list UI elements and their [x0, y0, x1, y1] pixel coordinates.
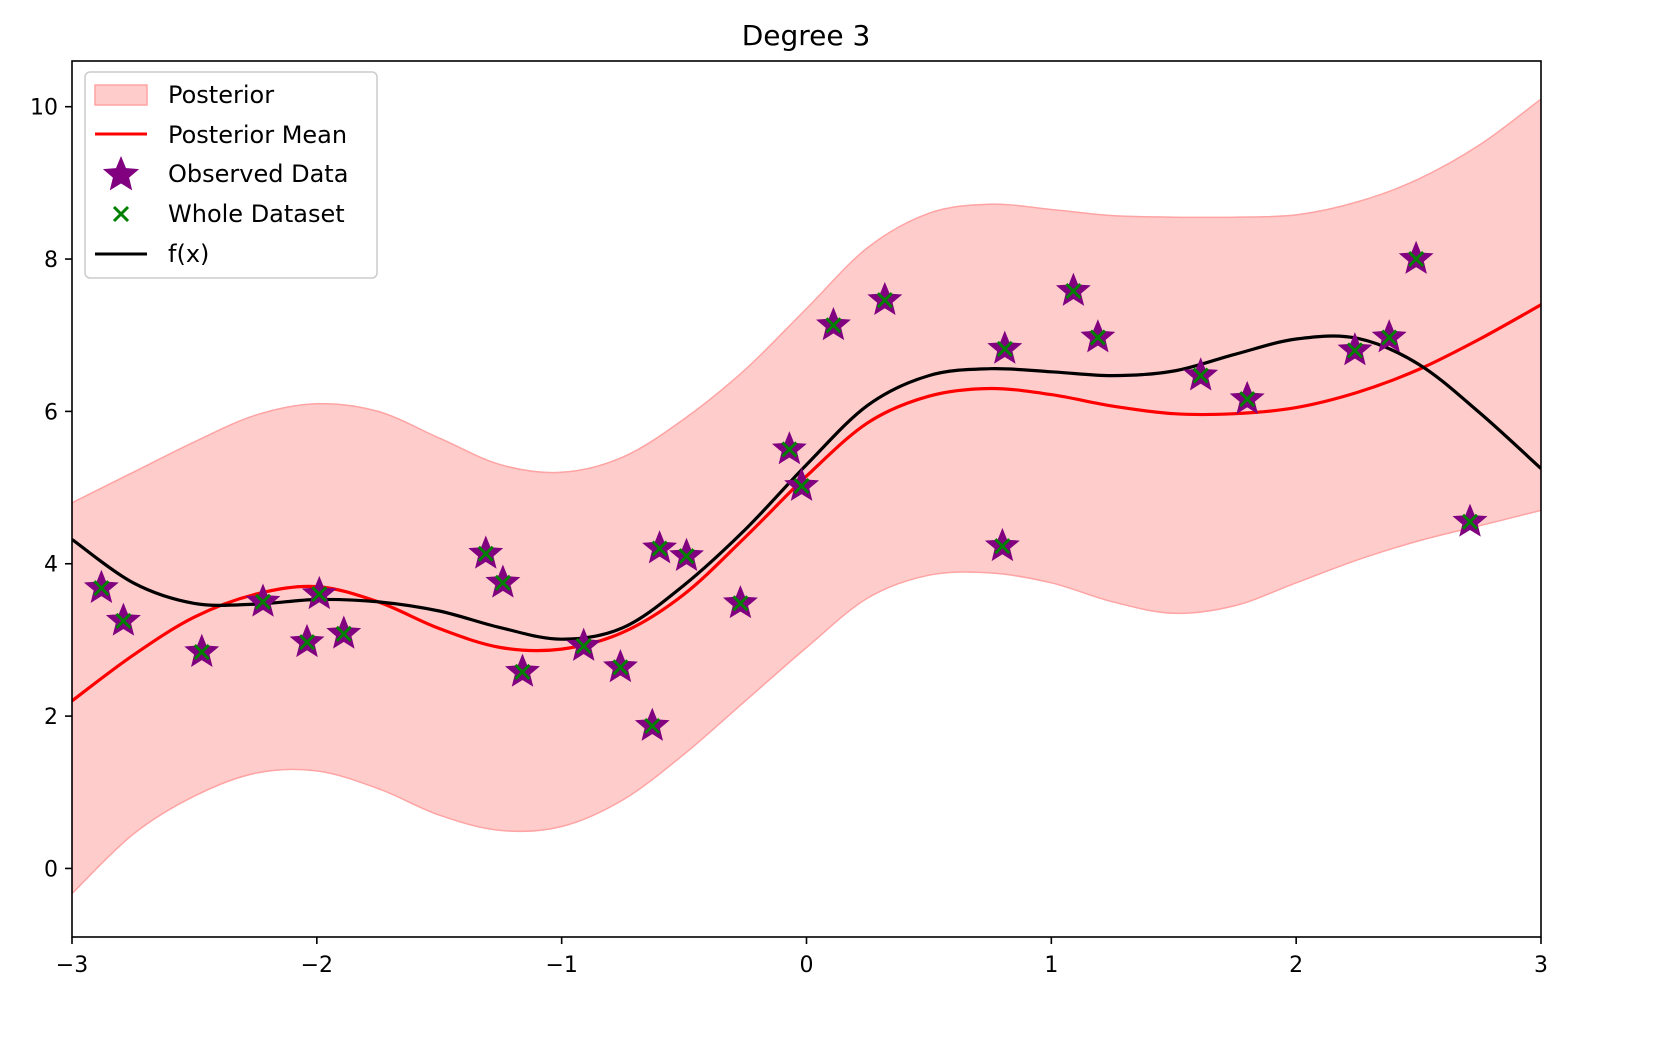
- whole-dataset-point: [575, 637, 592, 655]
- legend-label-posterior-mean: Posterior Mean: [168, 121, 347, 149]
- legend-label-fx: f(x): [168, 240, 209, 268]
- whole-dataset-point: [93, 580, 110, 597]
- legend-observed-star-icon: [102, 156, 140, 191]
- legend-label-posterior: Posterior: [168, 81, 274, 109]
- whole-dataset-point: [1192, 367, 1209, 384]
- whole-dataset-point: [1239, 391, 1256, 408]
- whole-dataset-point: [678, 548, 695, 565]
- whole-dataset-point: [1381, 329, 1398, 346]
- legend-box: [84, 71, 378, 279]
- x-tick-label: 2: [1289, 953, 1303, 978]
- legend: Posterior Posterior Mean Observed Data W…: [84, 71, 378, 279]
- whole-dataset-point: [514, 663, 531, 680]
- whole-dataset-point: [477, 545, 494, 562]
- x-tick-label: −3: [56, 953, 88, 978]
- whole-dataset-point: [825, 317, 842, 334]
- y-tick-label: 4: [44, 553, 58, 578]
- y-axis: 0 2 4 6 8 10: [30, 96, 72, 882]
- plot-area: [72, 98, 1541, 895]
- whole-dataset-point: [876, 292, 893, 309]
- whole-dataset-point: [193, 644, 210, 661]
- legend-whole-cross-icon: [112, 205, 130, 223]
- x-tick-label: 1: [1044, 953, 1058, 978]
- whole-dataset-point: [1089, 329, 1106, 346]
- x-axis: −3 −2 −1 0 1 2 3: [56, 937, 1548, 978]
- whole-dataset-point: [612, 659, 629, 676]
- x-tick-label: 0: [800, 953, 814, 978]
- y-tick-label: 2: [44, 705, 58, 730]
- observed-points: [83, 240, 1488, 741]
- whole-dataset-point: [254, 593, 272, 610]
- whole-dataset-point: [781, 441, 798, 458]
- whole-dataset-point: [644, 717, 661, 735]
- whole-dataset-point: [1408, 250, 1425, 268]
- whole-dataset-point: [1065, 282, 1082, 300]
- whole-dataset-point: [335, 625, 352, 642]
- whole-dataset-point: [1461, 513, 1479, 530]
- x-tick-label: −1: [545, 953, 577, 978]
- whole-dataset-point: [996, 340, 1013, 357]
- whole-dataset-point: [298, 634, 316, 651]
- x-tick-label: 3: [1534, 953, 1548, 978]
- whole-dataset-point: [994, 538, 1011, 555]
- whole-dataset-point: [651, 540, 668, 557]
- y-tick-label: 0: [44, 857, 58, 882]
- y-tick-label: 8: [44, 248, 58, 273]
- whole-dataset-point: [732, 595, 749, 612]
- whole-dataset-point: [793, 477, 810, 495]
- whole-dataset-point: [1346, 342, 1363, 359]
- legend-posterior-swatch: [94, 84, 148, 106]
- whole-dataset-point: [311, 586, 328, 603]
- y-tick-label: 6: [44, 400, 58, 425]
- legend-label-observed-data: Observed Data: [168, 160, 348, 188]
- chart-title: Degree 3: [742, 19, 871, 52]
- x-tick-label: −2: [301, 953, 333, 978]
- whole-dataset-point: [115, 612, 132, 629]
- y-tick-label: 10: [30, 96, 58, 121]
- whole-dataset-point: [494, 574, 511, 591]
- legend-label-whole-dataset: Whole Dataset: [168, 200, 345, 228]
